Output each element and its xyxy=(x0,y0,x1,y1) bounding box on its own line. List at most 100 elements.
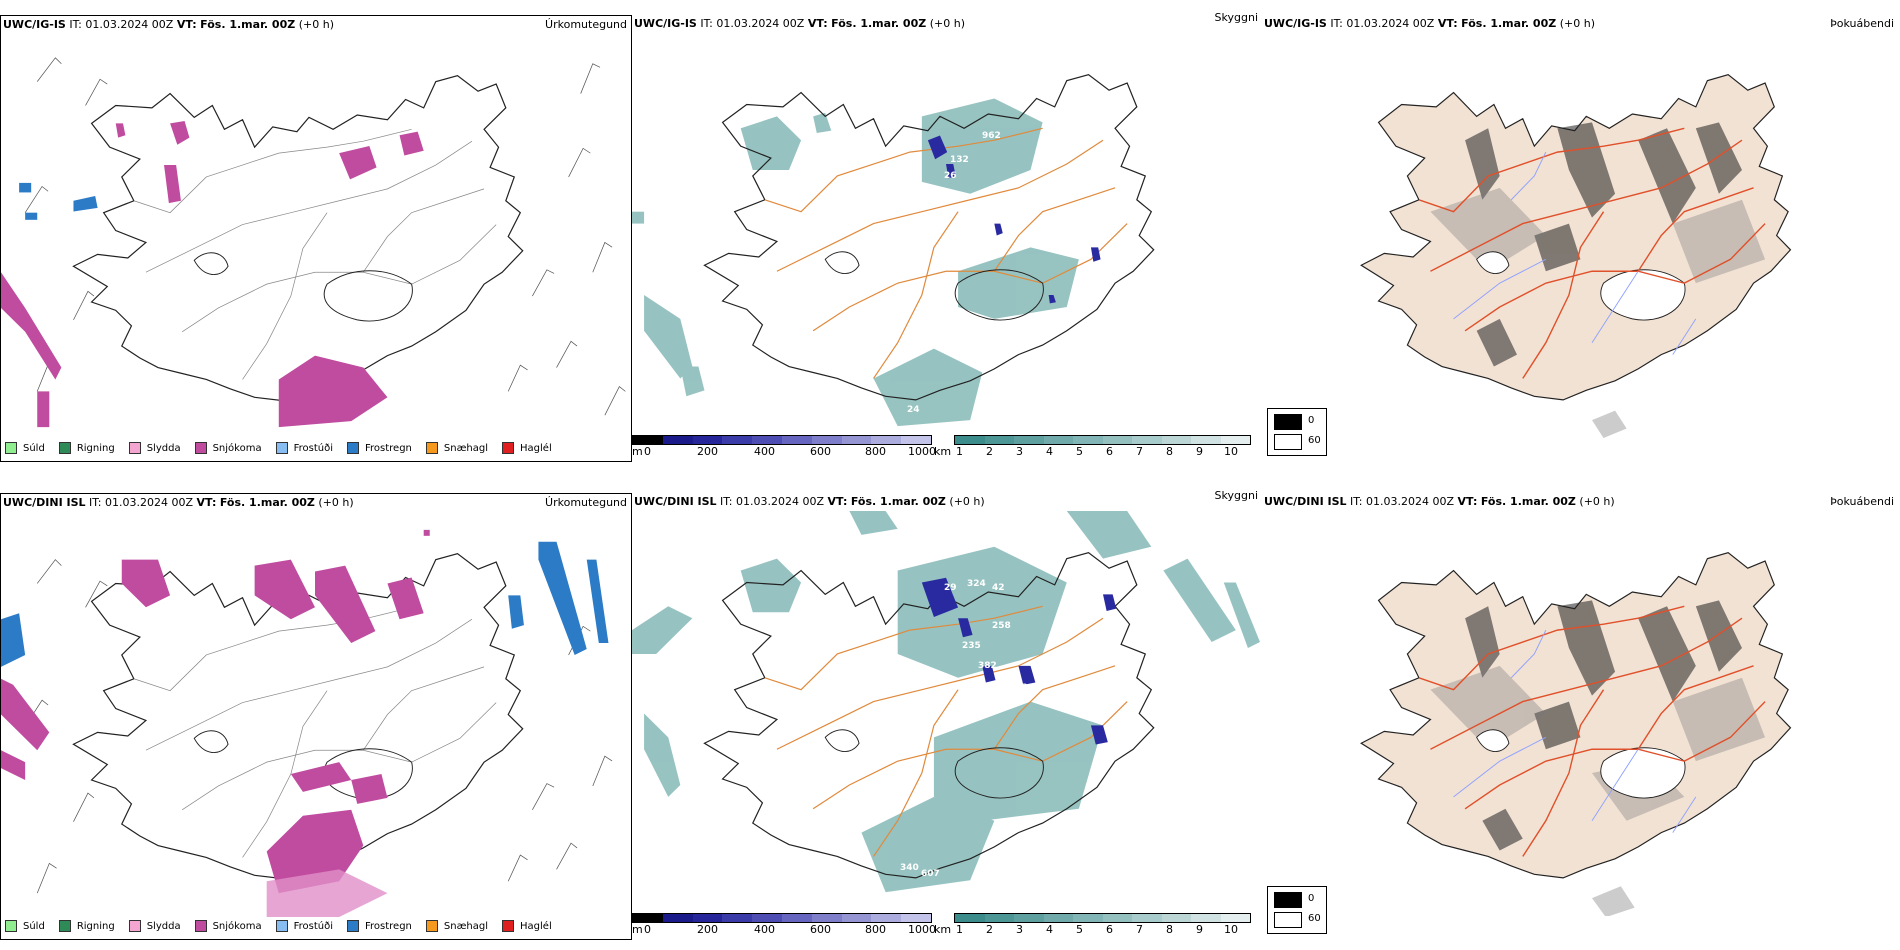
fog-light xyxy=(1430,187,1766,284)
tick-label: 5 xyxy=(1076,445,1083,458)
it-label: IT: xyxy=(69,18,82,31)
legend-label: Slydda xyxy=(146,442,181,454)
fog-map xyxy=(1360,552,1792,916)
swatch-rain xyxy=(58,442,71,454)
legend-label: Súld xyxy=(23,920,45,932)
lead-time: (+0 h) xyxy=(298,18,334,31)
unit-label: km xyxy=(934,445,952,458)
it-value: 01.03.2024 00Z xyxy=(1346,17,1435,30)
vt-label: VT: xyxy=(807,17,828,30)
vt-value: Fös. 1.mar. 00Z xyxy=(1480,495,1576,508)
legend-item: Súld xyxy=(5,442,45,454)
tick-label: 800 xyxy=(865,923,886,936)
fog-legend-value: 60 xyxy=(1308,435,1321,446)
tick-label: 7 xyxy=(1136,445,1143,458)
vt-label: VT: xyxy=(196,496,217,509)
legend-item: Snjókoma xyxy=(194,442,262,454)
snow-light xyxy=(266,869,388,917)
legend-item: Rigning xyxy=(58,442,115,454)
ceiling-label: 29 xyxy=(944,583,957,593)
it-label: IT: xyxy=(89,496,102,509)
legend-item: Snjókoma xyxy=(194,920,262,932)
ceiling-label: 962 xyxy=(982,131,1001,141)
panel-header: UWC/DINI ISL IT: 01.03.2024 00Z VT: Fös.… xyxy=(634,489,1262,511)
swatch-hail xyxy=(502,920,515,932)
ceiling-label: 258 xyxy=(992,621,1011,631)
unit-label: m xyxy=(632,923,643,936)
swatch-freezing-rain xyxy=(347,442,359,454)
wind-barbs xyxy=(24,559,613,894)
lead-time: (+0 h) xyxy=(1579,495,1615,508)
vt-label: VT: xyxy=(827,495,848,508)
swatch-freezing-rain xyxy=(347,920,359,932)
unit-label: km xyxy=(934,923,952,936)
it-value: 01.03.2024 00Z xyxy=(85,18,174,31)
it-value: 01.03.2024 00Z xyxy=(105,496,194,509)
tick-label: 3 xyxy=(1016,445,1023,458)
tick-label: 1000 xyxy=(908,445,936,458)
tick-label: 8 xyxy=(1166,445,1173,458)
vt-value: Fös. 1.mar. 00Z xyxy=(850,495,946,508)
ceiling-label: 42 xyxy=(992,583,1005,593)
panel-header: UWC/DINI ISL IT: 01.03.2024 00Z VT: Fös.… xyxy=(1264,493,1898,511)
vt-value: Fös. 1.mar. 00Z xyxy=(200,18,296,31)
tick-label: 3 xyxy=(1016,923,1023,936)
legend-label: Frostúði xyxy=(293,442,333,454)
tick-label: 10 xyxy=(1224,923,1238,936)
ceiling-label: 301 xyxy=(950,903,969,913)
ceiling-label: 607 xyxy=(921,869,940,879)
freezing-rain-areas xyxy=(1,541,609,667)
tick-label: 2 xyxy=(986,923,993,936)
swatch-snow-pellets xyxy=(425,920,438,932)
it-value: 01.03.2024 00Z xyxy=(1366,495,1455,508)
it-label: IT: xyxy=(1330,17,1343,30)
fog-legend-value: 60 xyxy=(1308,913,1321,924)
precip-map xyxy=(1,529,613,917)
tick-label: 8 xyxy=(1166,923,1173,936)
ceiling-label: 20 xyxy=(957,248,970,258)
precip-type-panel-top: UWC/IG-IS IT: 01.03.2024 00Z VT: Fös. 1.… xyxy=(0,15,632,462)
fog-swatch-min xyxy=(1274,892,1302,908)
ceiling-map xyxy=(632,74,1155,427)
it-value: 01.03.2024 00Z xyxy=(716,17,805,30)
fog-legend-value: 0 xyxy=(1308,893,1315,904)
ceiling-label: 235 xyxy=(962,641,981,651)
ceiling-panel-top: UWC/IG-IS IT: 01.03.2024 00Z VT: Fös. 1.… xyxy=(632,11,1262,460)
swatch-hail xyxy=(502,442,515,454)
swatch-drizzle xyxy=(5,920,17,932)
lead-time: (+0 h) xyxy=(318,496,354,509)
colorbar-km xyxy=(954,913,1251,923)
parameter-title: Úrkomutegund xyxy=(545,18,627,31)
swatch-snow-pellets xyxy=(425,442,438,454)
ceiling-label: 13 xyxy=(1110,738,1123,748)
legend-label: Snjókoma xyxy=(212,442,262,454)
legend-item: Súld xyxy=(5,920,45,932)
fog-legend-value: 0 xyxy=(1308,415,1315,426)
legend-label: Snæhagl xyxy=(443,442,489,454)
legend-item: Frostúði xyxy=(275,442,333,454)
model-name: UWC/IG-IS xyxy=(634,17,697,30)
fog-swatch-min xyxy=(1274,414,1302,430)
ceiling-value-labels: 29 324 42 258 235 382 88 340 607 301 13 xyxy=(632,511,1260,916)
fog-shading xyxy=(1465,122,1742,367)
snow-areas xyxy=(1,529,430,894)
swatch-rain xyxy=(58,920,71,932)
rivers xyxy=(1453,151,1697,355)
model-name: UWC/DINI ISL xyxy=(3,496,86,509)
swatch-freezing-drizzle xyxy=(275,442,288,454)
ceiling-panel-bottom: UWC/DINI ISL IT: 01.03.2024 00Z VT: Fös.… xyxy=(632,489,1262,938)
precip-type-panel-bottom: UWC/DINI ISL IT: 01.03.2024 00Z VT: Fös.… xyxy=(0,493,632,940)
it-value: 01.03.2024 00Z xyxy=(736,495,825,508)
colorbar-meters xyxy=(632,913,932,923)
legend-label: Frostregn xyxy=(365,920,412,932)
tick-label: 800 xyxy=(865,445,886,458)
legend-item: Frostregn xyxy=(347,920,412,932)
ceiling-label: 24 xyxy=(907,405,920,415)
legend-item: Slydda xyxy=(128,920,181,932)
legend-label: Haglél xyxy=(520,442,552,454)
fog-legend: 0 60 xyxy=(1267,886,1327,934)
model-name: UWC/DINI ISL xyxy=(1264,495,1347,508)
swatch-sleet xyxy=(128,920,141,932)
legend-label: Frostregn xyxy=(365,442,412,454)
fog-panel-bottom: UWC/DINI ISL IT: 01.03.2024 00Z VT: Fös.… xyxy=(1262,493,1898,938)
